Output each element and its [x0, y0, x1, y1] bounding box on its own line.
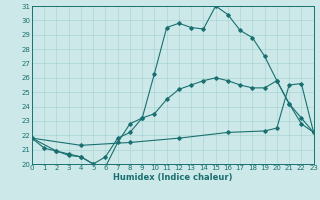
X-axis label: Humidex (Indice chaleur): Humidex (Indice chaleur): [113, 173, 233, 182]
